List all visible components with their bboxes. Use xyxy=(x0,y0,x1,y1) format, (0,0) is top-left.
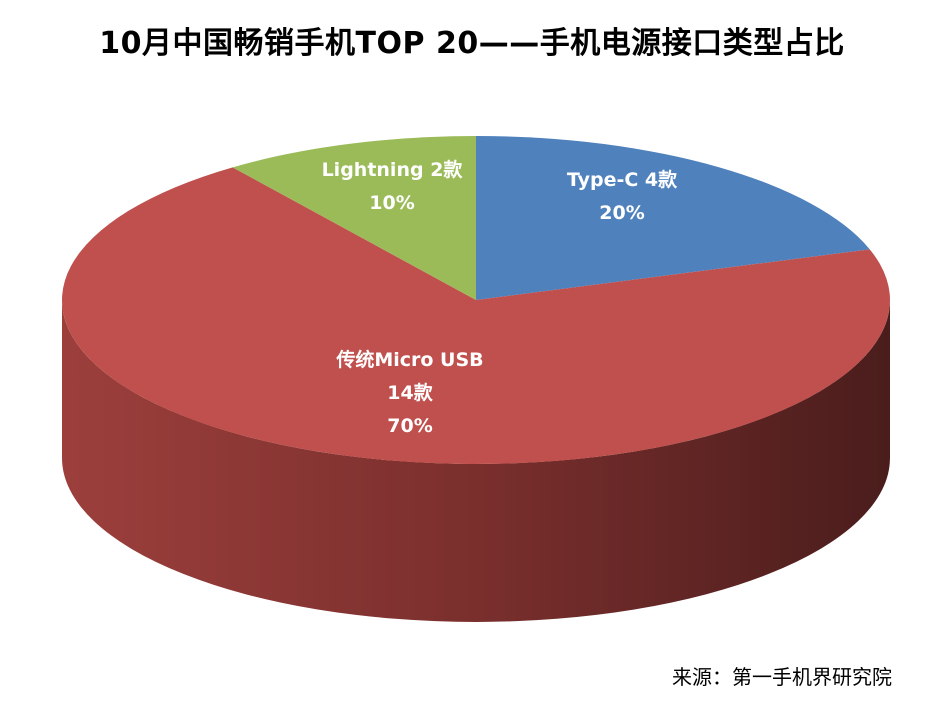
slice-label-1-line-2: 70% xyxy=(387,415,432,437)
pie-slice-2 xyxy=(232,136,476,300)
pie-slice-1 xyxy=(62,167,890,464)
slice-label-2-line-0: Lightning 2款 xyxy=(322,158,464,181)
chart-title: 10月中国畅销手机TOP 20——手机电源接口类型占比 xyxy=(99,26,845,61)
slice-label-0-line-0: Type-C 4款 xyxy=(567,168,678,191)
slice-label-1-line-0: 传统Micro USB xyxy=(335,348,483,371)
slice-label-2-line-1: 10% xyxy=(369,192,414,214)
pie-slice-0 xyxy=(476,136,870,300)
pie-side-1 xyxy=(62,300,890,622)
slice-label-0-line-1: 20% xyxy=(599,202,644,224)
source-note: 来源：第一手机界研究院 xyxy=(672,665,892,689)
slice-label-1-line-1: 14款 xyxy=(387,381,433,404)
